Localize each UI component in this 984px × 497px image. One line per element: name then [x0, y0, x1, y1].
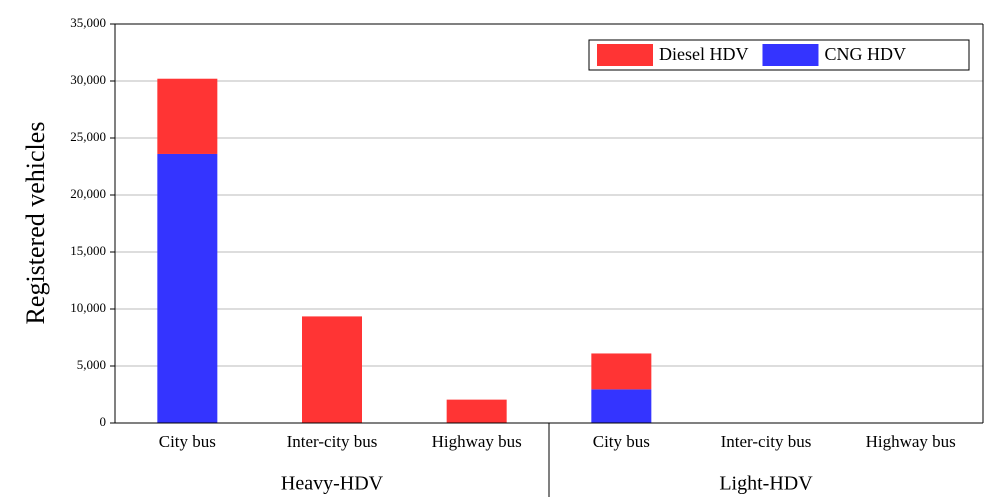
y-tick-label: 15,000 [70, 243, 106, 258]
x-tick-label: Inter-city bus [287, 432, 378, 451]
legend-swatch [762, 44, 819, 66]
group-label: Light-HDV [719, 473, 813, 495]
legend-label: CNG HDV [824, 44, 906, 64]
legend-label: Diesel HDV [659, 44, 748, 64]
bar-segment [446, 399, 507, 423]
bar-segment [591, 353, 652, 390]
x-tick-label: City bus [159, 432, 216, 451]
y-tick-label: 35,000 [70, 15, 106, 30]
x-tick-label: Highway bus [866, 432, 956, 451]
y-tick-label: 5,000 [77, 357, 106, 372]
bar-segment [157, 153, 218, 423]
x-tick-label: Inter-city bus [721, 432, 812, 451]
y-tick-label: 10,000 [70, 300, 106, 315]
bar-segment [591, 389, 652, 423]
x-tick-label: City bus [593, 432, 650, 451]
y-tick-label: 25,000 [70, 129, 106, 144]
x-tick-label: Highway bus [432, 432, 522, 451]
y-tick-label: 20,000 [70, 186, 106, 201]
y-tick-label: 0 [100, 414, 107, 429]
bar-segment [157, 78, 218, 154]
group-label: Heavy-HDV [281, 473, 384, 495]
legend-swatch [597, 44, 653, 66]
bar-segment [302, 316, 362, 423]
y-axis-label: Registered vehicles [21, 122, 50, 325]
y-tick-label: 30,000 [70, 72, 106, 87]
